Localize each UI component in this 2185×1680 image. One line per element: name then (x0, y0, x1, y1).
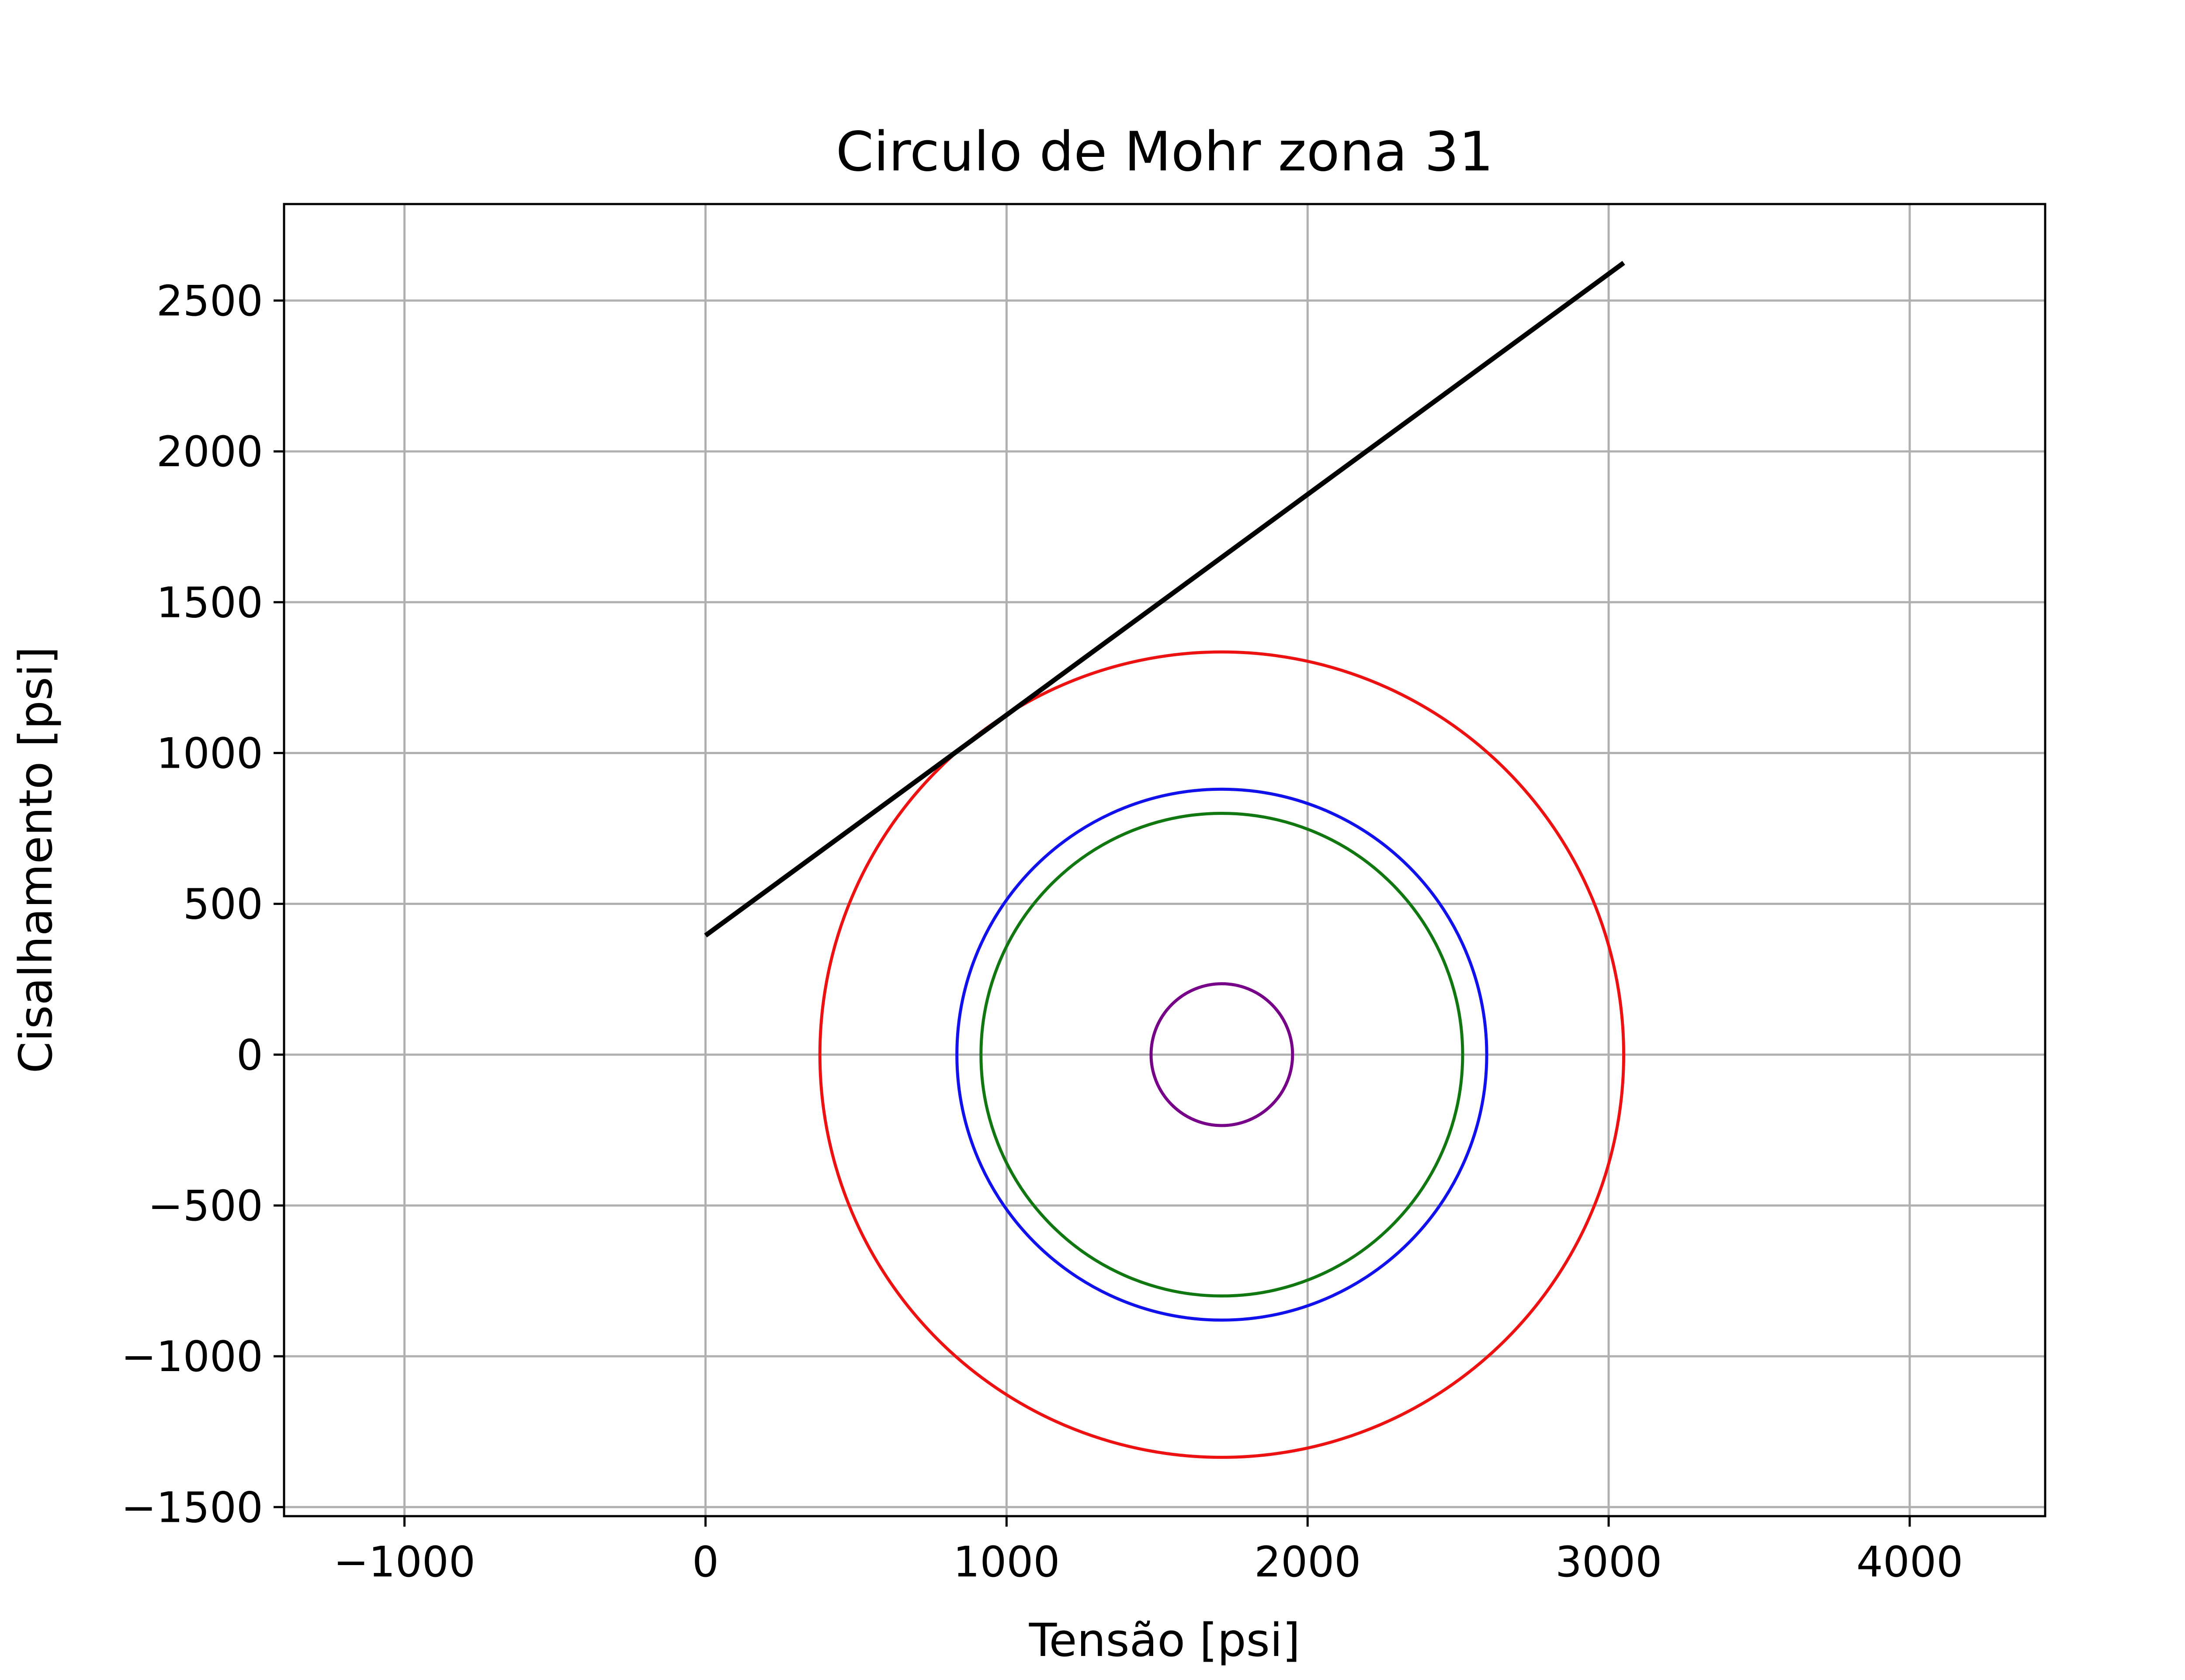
mohr-circle (1149, 982, 1294, 1127)
mohr-circle (979, 811, 1464, 1298)
y-tick-label: 500 (183, 880, 263, 929)
chart-title: Circulo de Mohr zona 31 (836, 121, 1494, 184)
x-tick-label: 0 (692, 1538, 719, 1586)
plot-frame (283, 203, 2046, 1517)
y-tick-label: 1000 (156, 729, 263, 778)
x-tick-label: 4000 (1856, 1538, 1963, 1586)
mohr-circle (955, 787, 1488, 1322)
x-tick-label: 1000 (953, 1538, 1060, 1586)
y-tick-label: 1500 (156, 578, 263, 627)
plot-data (704, 261, 1626, 1459)
envelope-line (704, 261, 1625, 938)
y-tick-label: 0 (236, 1031, 263, 1080)
x-axis-label: Tensão [psi] (1029, 1614, 1301, 1667)
x-tick-label: 2000 (1254, 1538, 1361, 1586)
grid-lines (284, 204, 2045, 1516)
y-tick-label: 2500 (156, 277, 263, 326)
y-tick-label: −1500 (121, 1483, 263, 1532)
x-tick-label: 3000 (1555, 1538, 1662, 1586)
y-tick-label: 2000 (156, 427, 263, 476)
y-tick-label: −500 (148, 1181, 263, 1230)
axis-ticks: −1000 0 1000 2000 3000 4000 −1500 −1000 −500 0 500… (121, 277, 1963, 1586)
mohr-circle (818, 650, 1626, 1459)
x-tick-label: −1000 (333, 1538, 475, 1586)
y-axis-label: Cisalhamento [psi] (9, 647, 62, 1074)
y-tick-label: −1000 (121, 1332, 263, 1381)
